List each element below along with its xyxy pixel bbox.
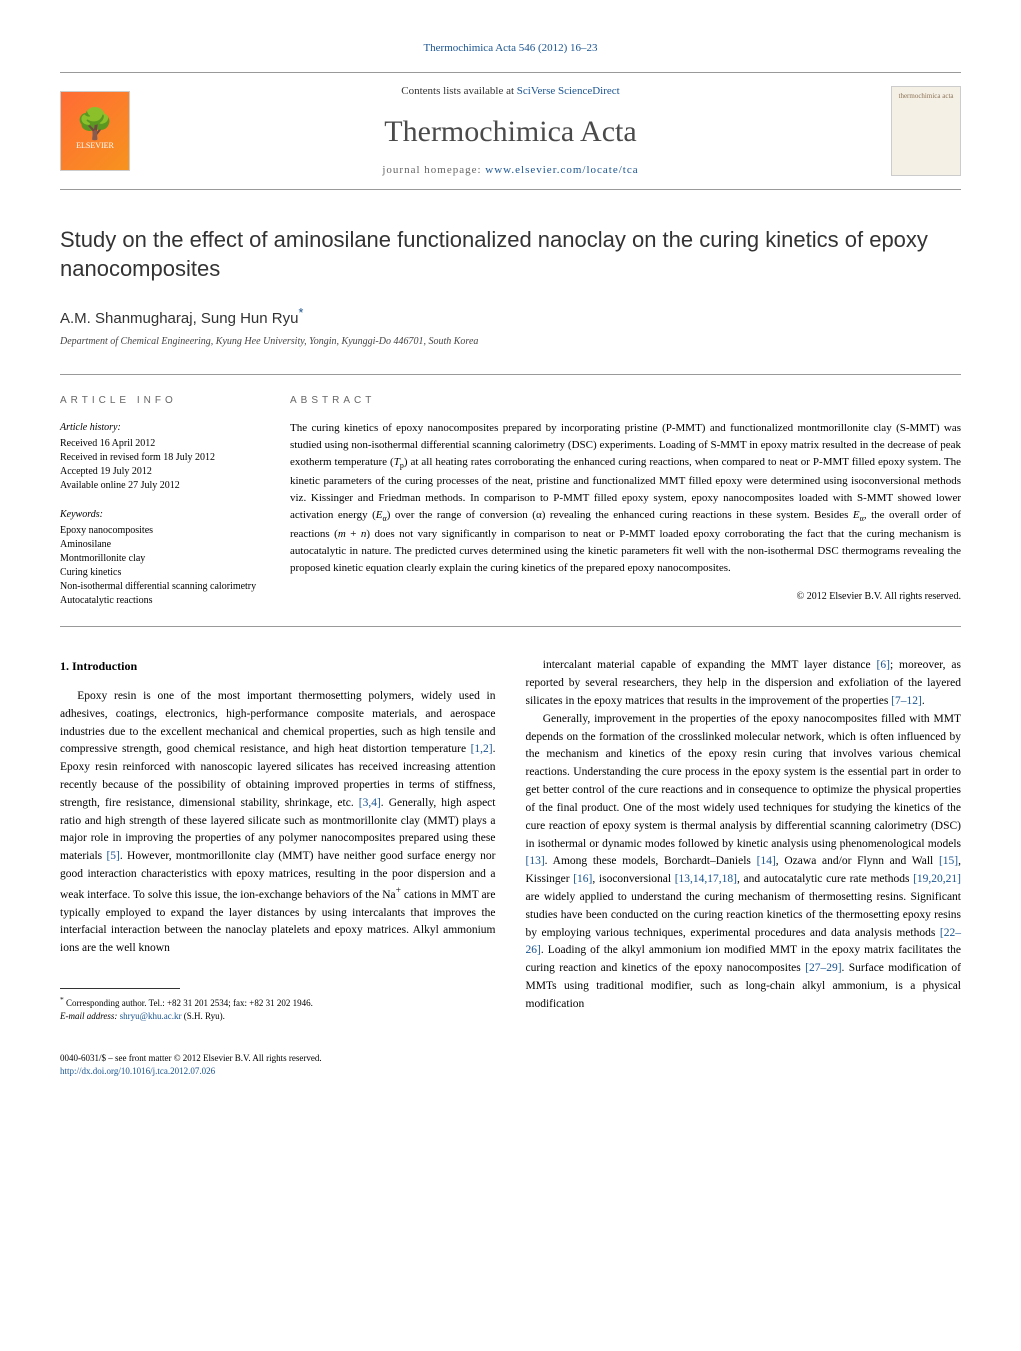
keyword-item: Montmorillonite clay xyxy=(60,552,260,566)
abstract-label: ABSTRACT xyxy=(290,393,961,408)
article-info-label: ARTICLE INFO xyxy=(60,393,260,408)
history-received: Received 16 April 2012 xyxy=(60,437,260,451)
homepage-prefix: journal homepage: xyxy=(382,164,485,176)
affiliation: Department of Chemical Engineering, Kyun… xyxy=(60,334,961,349)
sciencedirect-link[interactable]: SciVerse ScienceDirect xyxy=(517,85,620,97)
footnote-marker: * xyxy=(60,995,64,1004)
abstract-column: ABSTRACT The curing kinetics of epoxy na… xyxy=(290,393,961,608)
keyword-item: Autocatalytic reactions xyxy=(60,594,260,608)
elsevier-logo-label: ELSEVIER xyxy=(76,140,114,152)
info-abstract-section: ARTICLE INFO Article history: Received 1… xyxy=(60,374,961,627)
abstract-text: The curing kinetics of epoxy nanocomposi… xyxy=(290,420,961,576)
history-accepted: Accepted 19 July 2012 xyxy=(60,465,260,479)
cover-title-text: thermochimica acta xyxy=(899,91,954,102)
left-column: 1. Introduction Epoxy resin is one of th… xyxy=(60,657,496,1077)
elsevier-logo: 🌳 ELSEVIER xyxy=(60,91,130,171)
keyword-item: Curing kinetics xyxy=(60,566,260,580)
author-list: A.M. Shanmugharaj, Sung Hun Ryu* xyxy=(60,304,961,331)
footer-copyright-block: 0040-6031/$ – see front matter © 2012 El… xyxy=(60,1052,496,1077)
keywords-label: Keywords: xyxy=(60,507,260,522)
journal-name: Thermochimica Acta xyxy=(130,109,891,154)
doi-link[interactable]: http://dx.doi.org/10.1016/j.tca.2012.07.… xyxy=(60,1066,215,1076)
elsevier-tree-icon: 🌳 xyxy=(76,110,113,140)
journal-homepage-link[interactable]: www.elsevier.com/locate/tca xyxy=(485,164,638,176)
article-history-label: Article history: xyxy=(60,420,260,435)
journal-cover-thumbnail: thermochimica acta xyxy=(891,86,961,176)
keyword-item: Aminosilane xyxy=(60,538,260,552)
right-column: intercalant material capable of expandin… xyxy=(526,657,962,1077)
journal-header-box: 🌳 ELSEVIER Contents lists available at S… xyxy=(60,72,961,190)
footnote-text: Corresponding author. Tel.: +82 31 201 2… xyxy=(66,998,313,1008)
contents-prefix: Contents lists available at xyxy=(401,85,516,97)
history-revised: Received in revised form 18 July 2012 xyxy=(60,451,260,465)
intro-paragraph-right: intercalant material capable of expandin… xyxy=(526,657,962,1013)
header-center: Contents lists available at SciVerse Sci… xyxy=(130,83,891,179)
abstract-copyright: © 2012 Elsevier B.V. All rights reserved… xyxy=(290,589,961,604)
corresponding-email-link[interactable]: shryu@khu.ac.kr xyxy=(120,1011,182,1021)
front-matter-line: 0040-6031/$ – see front matter © 2012 El… xyxy=(60,1052,496,1065)
journal-homepage-line: journal homepage: www.elsevier.com/locat… xyxy=(130,162,891,179)
contents-available-line: Contents lists available at SciVerse Sci… xyxy=(130,83,891,100)
journal-reference: Thermochimica Acta 546 (2012) 16–23 xyxy=(60,40,961,57)
footnote-separator xyxy=(60,988,180,989)
history-online: Available online 27 July 2012 xyxy=(60,479,260,493)
author-names: A.M. Shanmugharaj, Sung Hun Ryu xyxy=(60,310,298,327)
email-label: E-mail address: xyxy=(60,1011,120,1021)
introduction-heading: 1. Introduction xyxy=(60,657,496,676)
keyword-item: Non-isothermal differential scanning cal… xyxy=(60,580,260,594)
intro-paragraph-left: Epoxy resin is one of the most important… xyxy=(60,688,496,958)
corresponding-author-footnote: * Corresponding author. Tel.: +82 31 201… xyxy=(60,995,496,1022)
email-suffix: (S.H. Ryu). xyxy=(181,1011,224,1021)
article-title: Study on the effect of aminosilane funct… xyxy=(60,225,961,284)
keyword-item: Epoxy nanocomposites xyxy=(60,524,260,538)
body-two-column: 1. Introduction Epoxy resin is one of th… xyxy=(60,657,961,1077)
article-info-column: ARTICLE INFO Article history: Received 1… xyxy=(60,393,260,608)
corresponding-marker: * xyxy=(298,306,303,320)
